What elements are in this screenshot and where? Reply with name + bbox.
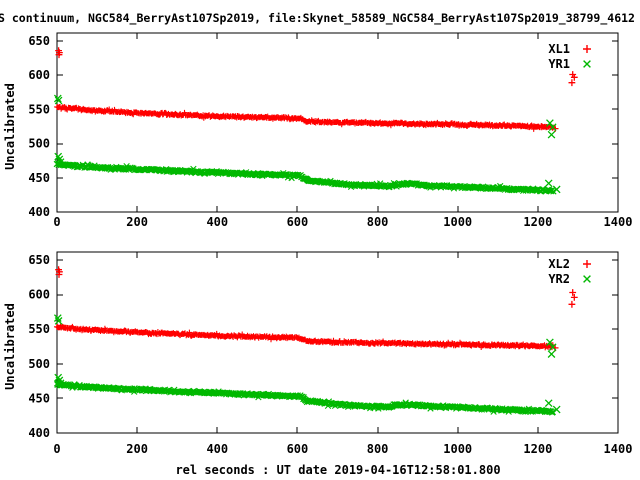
series-XL2-outliers (55, 266, 578, 352)
legend-label-XL2: XL2 (548, 257, 570, 271)
series-YR2-points (53, 380, 556, 416)
legend-marker-YR2 (583, 275, 591, 283)
x-tick-label: 1400 (604, 215, 633, 229)
series-YR1-points (53, 160, 557, 195)
panel-2: 0 200 400 600 800 1000 1200 1400 400 450 500 550 600… (3, 251, 633, 456)
series-YR1-outliers (53, 94, 561, 194)
y-tick-label: 400 (28, 205, 50, 219)
y-tick-label: 450 (28, 171, 50, 185)
x-tick-label: 1400 (604, 442, 633, 456)
y-tick-label: 400 (28, 426, 50, 440)
x-tick-label: 200 (126, 442, 148, 456)
y-tick-label: 550 (28, 102, 50, 116)
y-axis-label: Uncalibrated (3, 303, 17, 390)
y-tick-label: 450 (28, 391, 50, 405)
x-tick-label: 1000 (443, 442, 472, 456)
x-tick-label: 1200 (523, 442, 552, 456)
legend-label-YR1: YR1 (548, 57, 570, 71)
chart-title: S continuum, NGC584_BerryAst107Sp2019, f… (0, 11, 635, 25)
legend-marker-XL1 (583, 45, 591, 53)
axis-ticks (56, 33, 619, 213)
legend-marker-XL2 (583, 260, 591, 268)
x-tick-label: 400 (206, 442, 228, 456)
y-axis-label: Uncalibrated (3, 83, 17, 170)
x-tick-label: 800 (367, 215, 389, 229)
plot-border (56, 32, 619, 213)
x-axis-label: rel seconds : UT date 2019-04-16T12:58:0… (175, 463, 501, 477)
plot-border (56, 251, 619, 434)
y-tick-label: 500 (28, 357, 50, 371)
x-tick-label: 600 (287, 442, 309, 456)
x-tick-label: 400 (206, 215, 228, 229)
legend-label-XL1: XL1 (548, 42, 570, 56)
y-tick-label: 650 (28, 253, 50, 267)
legend-label-YR2: YR2 (548, 272, 570, 286)
x-tick-label: 0 (53, 442, 60, 456)
series-XL1-outliers (55, 47, 578, 132)
y-tick-label: 500 (28, 137, 50, 151)
series-YR2-outliers (53, 314, 561, 414)
x-tick-label: 200 (126, 215, 148, 229)
y-tick-label: 600 (28, 288, 50, 302)
x-tick-label: 800 (367, 442, 389, 456)
series-XL1-points (54, 104, 556, 132)
y-tick-label: 600 (28, 68, 50, 82)
axis-ticks (56, 252, 619, 434)
x-tick-label: 600 (287, 215, 309, 229)
x-tick-label: 1000 (443, 215, 472, 229)
y-tick-label: 550 (28, 322, 50, 336)
panel-1: 0 200 400 600 800 1000 1200 1400 400 450 500 550 600… (3, 32, 633, 229)
x-tick-label: 0 (53, 215, 60, 229)
y-tick-label: 650 (28, 34, 50, 48)
legend-marker-YR1 (583, 60, 591, 68)
x-tick-label: 1200 (523, 215, 552, 229)
series-XL2-points (54, 323, 556, 351)
